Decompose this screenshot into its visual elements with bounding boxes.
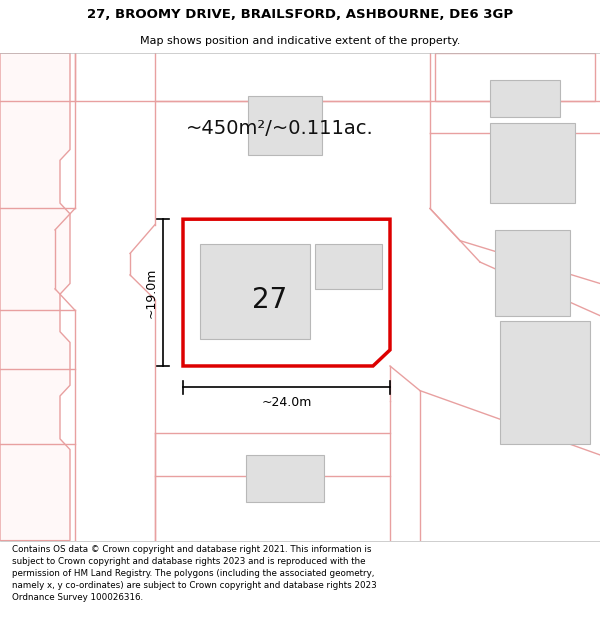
Text: ~19.0m: ~19.0m [145,268,157,318]
Polygon shape [200,244,310,339]
Text: 27: 27 [253,286,287,314]
Polygon shape [490,122,575,203]
Text: ~450m²/~0.111ac.: ~450m²/~0.111ac. [186,119,374,138]
Polygon shape [500,321,590,444]
Polygon shape [315,244,382,289]
Text: Map shows position and indicative extent of the property.: Map shows position and indicative extent… [140,36,460,46]
Polygon shape [0,53,70,541]
Text: ~24.0m: ~24.0m [262,396,311,409]
Polygon shape [246,455,324,502]
Polygon shape [490,80,560,118]
Polygon shape [495,230,570,316]
Polygon shape [183,219,390,366]
Text: 27, BROOMY DRIVE, BRAILSFORD, ASHBOURNE, DE6 3GP: 27, BROOMY DRIVE, BRAILSFORD, ASHBOURNE,… [87,8,513,21]
Text: Contains OS data © Crown copyright and database right 2021. This information is
: Contains OS data © Crown copyright and d… [12,545,377,601]
Polygon shape [248,96,322,155]
